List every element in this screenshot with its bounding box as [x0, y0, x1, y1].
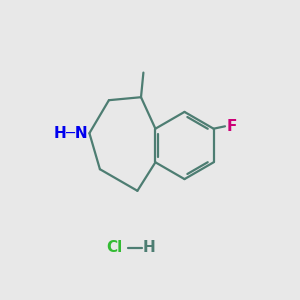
Text: F: F: [226, 119, 237, 134]
Text: H─N: H─N: [53, 126, 88, 141]
Text: Cl: Cl: [106, 240, 123, 255]
Text: H: H: [143, 240, 156, 255]
